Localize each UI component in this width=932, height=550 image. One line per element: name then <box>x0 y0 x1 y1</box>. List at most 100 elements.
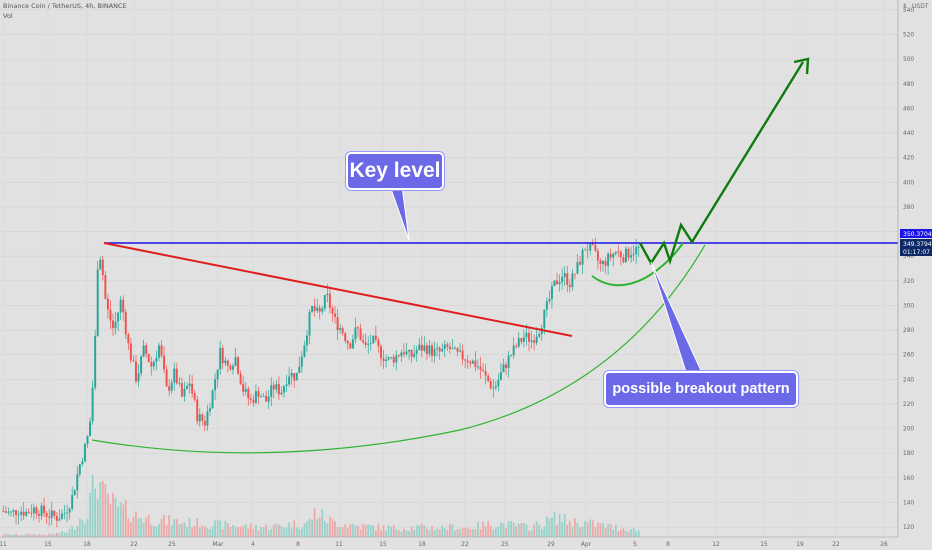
volume-bar <box>101 481 104 537</box>
symbol-title: Binance Coin / TetherUS, 4h, BINANCE <box>3 2 127 10</box>
x-tick-label: 19 <box>796 542 804 548</box>
candle-body <box>390 357 393 358</box>
volume-bar <box>127 518 130 537</box>
candle-body <box>326 293 329 295</box>
volume-bar <box>329 516 331 537</box>
volume-bar <box>607 524 609 537</box>
volume-bar <box>456 529 459 537</box>
volume-bar <box>390 527 393 537</box>
volume-bar <box>622 528 625 537</box>
time-axis[interactable]: 11 15 18 22 25 Mar 4 8 11 15 18 22 25 29 Apr 5 8 12 15 19 22… <box>0 542 888 548</box>
volume-bar <box>84 523 86 537</box>
volume-bar <box>91 474 94 537</box>
x-tick-label: 22 <box>832 542 840 548</box>
trend-line[interactable] <box>103 242 573 337</box>
x-tick-label: Mar <box>213 542 225 548</box>
grid-lines <box>0 9 898 528</box>
volume-bar <box>112 492 114 537</box>
volume-bar <box>63 532 66 537</box>
volume-bar <box>627 531 630 537</box>
volume-bar <box>209 529 211 537</box>
x-tick-label: 25 <box>168 542 176 548</box>
volume-bar <box>418 525 421 537</box>
candle-body <box>561 277 564 283</box>
candle-body <box>609 253 612 258</box>
candle-body <box>505 364 507 369</box>
candle-body <box>382 358 385 361</box>
candle-body <box>441 348 444 352</box>
cup-curve[interactable] <box>91 244 706 454</box>
volume-bar <box>226 523 229 537</box>
y-tick-label: 440 <box>903 131 914 137</box>
candle-body <box>293 372 296 381</box>
candle-body <box>295 372 298 381</box>
candle-body <box>528 332 530 342</box>
volume-bar <box>247 528 250 537</box>
volume-bar <box>400 531 403 537</box>
volume-bar <box>239 526 242 537</box>
candle-body <box>385 359 388 361</box>
candle-body <box>63 513 66 515</box>
volume-bar <box>45 535 48 537</box>
candle-body <box>624 248 627 263</box>
volume-bar <box>336 527 339 537</box>
volume-bar <box>446 529 449 537</box>
candle-body <box>137 373 140 382</box>
volume-bar <box>96 499 99 537</box>
volume-bar <box>364 525 367 537</box>
candle-body <box>9 511 12 513</box>
candle-body <box>7 511 10 513</box>
candle-body <box>510 355 513 356</box>
price-axis[interactable]: 1201401601802002202402602803003203403603… <box>903 8 914 531</box>
candle-body <box>221 348 224 364</box>
volume-bar <box>4 533 7 537</box>
volume-bar <box>635 531 638 537</box>
candle-body <box>2 511 5 512</box>
volume-bar <box>576 522 579 537</box>
volume-bar <box>76 526 79 537</box>
volume-bar <box>392 525 395 537</box>
candle-body <box>602 260 604 264</box>
volume-bar <box>272 524 275 537</box>
candle-body <box>152 361 155 367</box>
volume-bar <box>109 503 112 537</box>
candle-body <box>637 246 640 248</box>
candle-body <box>285 384 288 386</box>
handle-curve[interactable] <box>591 242 684 287</box>
candle-body <box>277 384 280 395</box>
volume-bar <box>137 517 140 537</box>
candle-body <box>395 355 398 363</box>
candle-body <box>596 250 599 261</box>
candle-body <box>270 385 273 397</box>
volume-bar <box>403 528 405 537</box>
x-tick-label: 15 <box>44 542 52 548</box>
candle-body <box>104 275 107 299</box>
candle-body <box>563 273 566 278</box>
volume-bar <box>152 526 155 537</box>
y-tick-label: 140 <box>903 501 914 507</box>
volume-bar <box>283 527 285 537</box>
candle-body <box>367 343 370 345</box>
volume-bar <box>597 522 599 537</box>
volume-bar <box>135 511 137 537</box>
breakout-callout[interactable]: possible breakout pattern <box>604 371 798 407</box>
candle-body <box>573 273 576 275</box>
candle-body <box>209 408 211 412</box>
volume-bar <box>170 525 173 537</box>
key-level-callout[interactable]: Key level <box>346 152 444 190</box>
volume-bar <box>89 493 91 537</box>
y-tick-label: 260 <box>903 353 914 359</box>
candle-body <box>160 345 163 356</box>
x-tick-label: 5 <box>633 542 637 548</box>
volume-bar <box>262 527 265 537</box>
x-tick-label: 22 <box>130 542 138 548</box>
volume-bar <box>183 522 186 537</box>
y-tick-label: 160 <box>903 476 914 482</box>
candle-body <box>425 345 428 355</box>
volume-bar <box>17 535 20 537</box>
volume-bar <box>78 518 81 537</box>
volume-bar <box>512 522 515 537</box>
volume-bar <box>181 523 183 537</box>
candle-body <box>362 340 365 343</box>
